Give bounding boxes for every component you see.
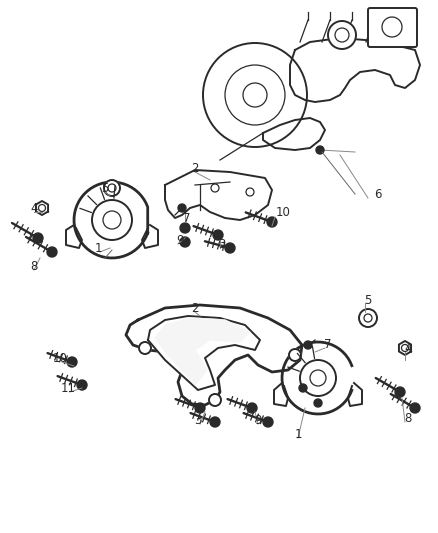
Text: 7: 7 (183, 212, 191, 224)
Circle shape (328, 21, 356, 49)
Circle shape (33, 233, 43, 243)
Polygon shape (290, 38, 420, 102)
Text: 5: 5 (364, 294, 372, 306)
Circle shape (210, 417, 220, 427)
Polygon shape (155, 318, 250, 385)
Polygon shape (399, 341, 411, 355)
Text: 3: 3 (218, 238, 226, 251)
Circle shape (263, 417, 273, 427)
Circle shape (180, 223, 190, 233)
Polygon shape (348, 383, 362, 406)
Circle shape (225, 243, 235, 253)
Circle shape (267, 217, 277, 227)
Circle shape (213, 230, 223, 240)
Circle shape (47, 247, 57, 257)
Polygon shape (36, 201, 48, 215)
Text: 1: 1 (94, 241, 102, 254)
Polygon shape (274, 383, 288, 406)
Circle shape (139, 342, 151, 354)
Text: 6: 6 (374, 188, 382, 200)
Polygon shape (126, 305, 302, 405)
Polygon shape (142, 225, 158, 248)
Circle shape (180, 237, 190, 247)
Circle shape (410, 403, 420, 413)
Text: 10: 10 (276, 206, 290, 220)
Polygon shape (74, 182, 148, 258)
Circle shape (77, 380, 87, 390)
Text: 8: 8 (30, 260, 38, 272)
Text: 1: 1 (294, 429, 302, 441)
Circle shape (104, 180, 120, 196)
Polygon shape (165, 170, 272, 220)
Text: 11: 11 (60, 382, 75, 394)
Text: 7: 7 (324, 338, 332, 351)
Circle shape (92, 200, 132, 240)
Polygon shape (148, 316, 260, 390)
Circle shape (178, 204, 186, 212)
Circle shape (299, 384, 307, 392)
Text: 9: 9 (254, 414, 262, 426)
Text: 5: 5 (101, 182, 109, 195)
Text: 9: 9 (176, 233, 184, 246)
Text: 2: 2 (191, 302, 199, 314)
Circle shape (247, 403, 257, 413)
Circle shape (209, 394, 221, 406)
Circle shape (314, 399, 322, 407)
Polygon shape (263, 118, 325, 150)
Text: 4: 4 (30, 201, 38, 214)
Text: 8: 8 (404, 411, 412, 424)
Circle shape (289, 349, 301, 361)
Circle shape (316, 146, 324, 154)
Text: 2: 2 (191, 161, 199, 174)
Text: 10: 10 (53, 351, 67, 365)
Circle shape (304, 341, 312, 349)
Text: 3: 3 (194, 414, 201, 426)
Polygon shape (66, 225, 82, 248)
Circle shape (195, 403, 205, 413)
Circle shape (300, 360, 336, 396)
Circle shape (359, 309, 377, 327)
Text: 4: 4 (404, 342, 412, 354)
Circle shape (395, 387, 405, 397)
FancyBboxPatch shape (368, 8, 417, 47)
Polygon shape (282, 342, 352, 414)
Circle shape (67, 357, 77, 367)
Circle shape (203, 43, 307, 147)
